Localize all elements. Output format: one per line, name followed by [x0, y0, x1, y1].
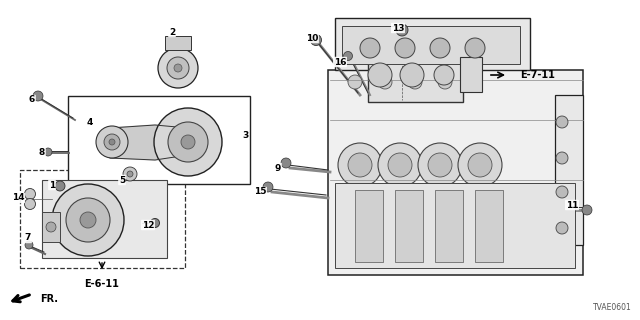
Circle shape — [150, 219, 159, 228]
Circle shape — [465, 38, 485, 58]
Text: 9: 9 — [275, 164, 281, 172]
Bar — [42, 180, 167, 258]
Text: E-6-11: E-6-11 — [84, 279, 120, 289]
Circle shape — [127, 171, 133, 177]
Text: 15: 15 — [253, 188, 266, 196]
Circle shape — [109, 139, 115, 145]
Circle shape — [24, 198, 35, 210]
Circle shape — [46, 222, 56, 232]
Circle shape — [44, 148, 52, 156]
Circle shape — [582, 205, 592, 215]
Bar — [368, 47, 463, 102]
Text: TVAE0601: TVAE0601 — [593, 303, 632, 312]
Circle shape — [348, 153, 372, 177]
Circle shape — [360, 38, 380, 58]
Circle shape — [158, 48, 198, 88]
Bar — [335, 18, 530, 70]
Circle shape — [556, 222, 568, 234]
Bar — [335, 183, 575, 268]
Circle shape — [154, 108, 222, 176]
Text: 16: 16 — [333, 58, 346, 67]
Bar — [165, 36, 191, 50]
Circle shape — [24, 188, 35, 199]
Circle shape — [434, 65, 454, 85]
Circle shape — [281, 158, 291, 168]
Circle shape — [33, 91, 43, 101]
Circle shape — [458, 143, 502, 187]
Circle shape — [556, 186, 568, 198]
Text: 12: 12 — [141, 220, 154, 229]
Bar — [68, 96, 250, 184]
Circle shape — [168, 122, 208, 162]
Circle shape — [418, 143, 462, 187]
Circle shape — [556, 152, 568, 164]
Text: 10: 10 — [306, 34, 318, 43]
Circle shape — [310, 35, 321, 45]
Circle shape — [428, 153, 452, 177]
Text: 1: 1 — [49, 180, 55, 189]
Text: E-7-11: E-7-11 — [520, 70, 556, 80]
Circle shape — [174, 64, 182, 72]
Text: 4: 4 — [87, 117, 93, 126]
Circle shape — [55, 181, 65, 191]
Circle shape — [438, 75, 452, 89]
Text: 3: 3 — [242, 131, 248, 140]
Bar — [555, 95, 583, 245]
Circle shape — [396, 24, 408, 36]
Circle shape — [556, 116, 568, 128]
Circle shape — [66, 198, 110, 242]
Circle shape — [430, 38, 450, 58]
Bar — [435, 190, 463, 262]
Bar — [355, 190, 383, 262]
Bar — [20, 170, 185, 268]
Circle shape — [344, 52, 353, 60]
Bar — [475, 190, 503, 262]
Circle shape — [80, 212, 96, 228]
Circle shape — [408, 75, 422, 89]
Bar — [42, 212, 60, 242]
Text: 11: 11 — [566, 201, 579, 210]
Circle shape — [400, 63, 424, 87]
Circle shape — [468, 153, 492, 177]
Circle shape — [104, 134, 120, 150]
Circle shape — [388, 153, 412, 177]
Circle shape — [338, 143, 382, 187]
Circle shape — [263, 182, 273, 192]
Bar — [460, 57, 482, 92]
Text: 13: 13 — [392, 23, 404, 33]
Text: 5: 5 — [119, 175, 125, 185]
Circle shape — [395, 38, 415, 58]
Circle shape — [52, 184, 124, 256]
Circle shape — [25, 241, 33, 249]
Text: 2: 2 — [169, 28, 175, 36]
Circle shape — [468, 75, 482, 89]
Bar — [328, 70, 583, 275]
Text: 7: 7 — [25, 234, 31, 243]
Bar — [395, 190, 423, 262]
Bar — [355, 36, 485, 112]
Circle shape — [368, 63, 392, 87]
Text: 14: 14 — [12, 194, 24, 203]
Circle shape — [96, 126, 128, 158]
Circle shape — [348, 75, 362, 89]
Circle shape — [181, 135, 195, 149]
Circle shape — [378, 75, 392, 89]
Circle shape — [378, 143, 422, 187]
Text: 6: 6 — [29, 95, 35, 105]
Polygon shape — [105, 125, 188, 160]
Text: 8: 8 — [39, 148, 45, 156]
Bar — [342, 26, 520, 64]
Text: FR.: FR. — [40, 294, 58, 304]
Circle shape — [123, 167, 137, 181]
Circle shape — [167, 57, 189, 79]
